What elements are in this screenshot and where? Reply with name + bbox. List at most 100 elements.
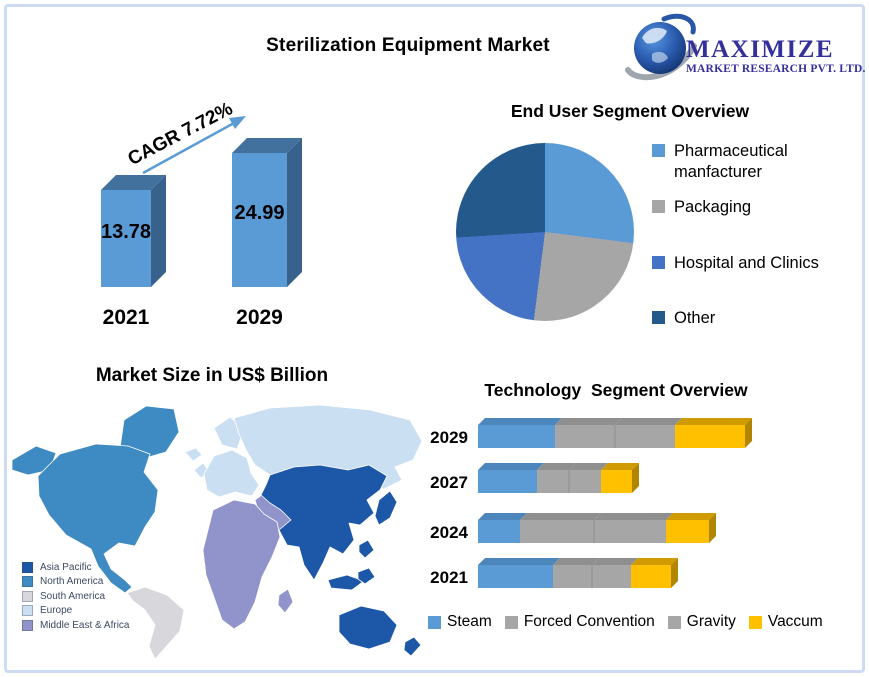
region-map [8,396,428,668]
segment-vaccum [631,565,671,588]
legend-item: Packaging [652,197,857,218]
map-legend-swatch [22,576,33,588]
bar-top [101,175,166,190]
map-legend-swatch [22,605,33,617]
segment-forced-convention [553,565,592,588]
bar-category-label: 2029 [236,306,283,329]
legend-item: Vaccum [748,613,823,631]
bar-end-cap [709,513,716,543]
segment-gravity [569,470,601,493]
map-legend-label: South America [40,590,106,602]
segment-top [615,418,682,425]
legend-item: Pharmaceutical manfacturer [652,141,857,182]
row-category-label: 2027 [430,473,468,492]
legend-label: Vaccum [767,613,823,630]
map-legend-swatch [22,590,33,602]
technology-title: Technology Segment Overview [484,379,748,400]
map-legend-swatch [22,561,33,573]
segment-top [520,513,601,520]
segment-steam [478,565,553,588]
bar-value-label: 24.99 [234,202,284,224]
end-user-title: End User Segment Overview [510,100,750,121]
segment-gravity [594,520,666,543]
bar-end-cap [632,463,639,493]
legend-swatch [652,144,665,157]
legend-label: Packaging [674,198,752,217]
segment-vaccum [666,520,709,543]
region-europe [184,404,423,498]
segment-steam [478,520,520,543]
legend-item: Other [652,308,857,329]
bar-side [151,175,166,287]
legend-swatch [652,200,665,214]
segment-forced-convention [555,425,615,448]
segment-top [601,463,639,470]
map-legend-item: North America [22,575,129,590]
segment-top [553,558,599,565]
segment-top [555,418,622,425]
segment-top [675,418,752,425]
legend-swatch [652,255,665,269]
map-legend-label: Europe [40,605,73,617]
region-asia-pacific [260,464,422,657]
segment-top [631,558,678,565]
row-category-label: 2024 [430,523,468,542]
legend-swatch [667,615,681,629]
row-category-label: 2021 [430,568,468,587]
row-category-label: 2029 [430,428,468,447]
end-user-legend: Pharmaceutical manfacturer Packaging Hospi… [652,141,857,328]
company-logo: MAXIMIZE MARKET RESEARCH PVT. LTD. [622,10,866,89]
cagr-arrowhead-icon [229,116,246,129]
segment-vaccum [601,470,632,493]
legend-item: Hospital and Clinics [652,253,857,274]
logo-name: MAXIMIZE [686,36,835,63]
segment-top [478,513,527,520]
bar-value-label: 13.78 [101,221,151,243]
segment-forced-convention [537,470,569,493]
legend-label: Pharmaceutical manfacturer [674,142,788,181]
legend-swatch [652,310,665,324]
market-size-chart: 13.78 2021 24.99 2029 CAGR 7.72% [62,98,362,343]
bar-2021 [101,190,151,287]
technology-chart: 2029 2027 2024 2021 [422,402,767,617]
map-legend-swatch [22,619,33,631]
map-legend-item: South America [22,589,129,604]
region-south-america [126,586,185,660]
cagr-arrow-line [142,121,235,175]
segment-steam [478,470,537,493]
legend-swatch [428,615,441,629]
legend-label: Other [674,308,716,327]
segment-gravity [615,425,675,448]
market-size-title: Market Size in US$ Billion [95,364,329,386]
legend-label: Hospital and Clinics [674,253,819,272]
map-legend-item: Europe [22,604,129,619]
legend-item: Forced Convention [504,613,655,631]
segment-gravity [592,565,631,588]
world-map [11,404,423,660]
map-legend-item: Asia Pacific [22,560,129,575]
bar-category-label: 2021 [103,306,150,329]
technology-legend: Steam Forced Convention Gravity Vaccum [428,613,823,631]
segment-top [537,463,576,470]
bar-end-cap [745,418,752,448]
region-north-america [11,405,180,594]
segment-top [592,558,638,565]
bar-end-cap [671,558,678,588]
bar-2029 [232,153,287,287]
logo-text: MAXIMIZE MARKET RESEARCH PVT. LTD. [686,37,866,76]
legend-label: Forced Convention [523,613,655,630]
legend-item: Steam [428,613,492,631]
segment-top [478,558,560,565]
logo-subtitle: MARKET RESEARCH PVT. LTD. [686,63,866,75]
segment-top [594,513,673,520]
legend-label: Gravity [686,613,736,630]
bar-side [287,138,302,287]
segment-vaccum [675,425,745,448]
map-legend-label: North America [40,576,104,588]
globe-icon [622,10,702,89]
segment-top [666,513,716,520]
bar-top [232,138,302,153]
map-legend-label: Middle East & Africa [40,619,130,631]
end-user-pie [456,143,634,321]
